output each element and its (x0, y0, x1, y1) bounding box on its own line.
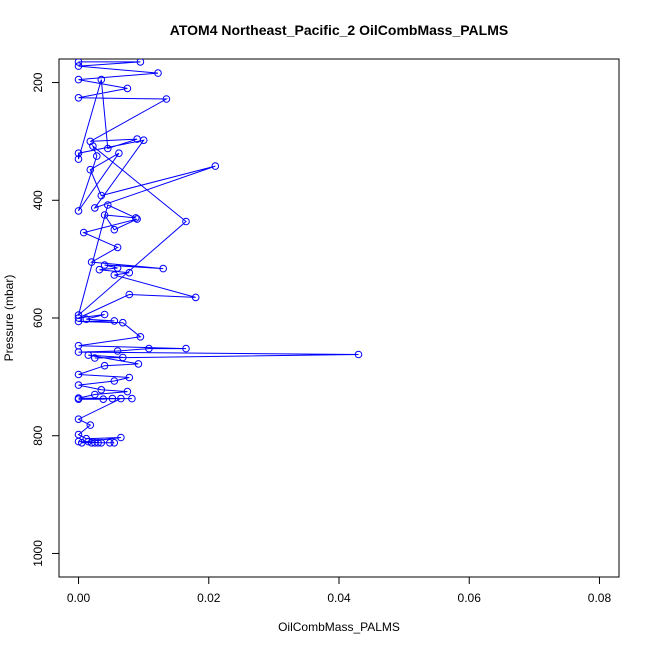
data-point (78, 439, 86, 447)
data-point (74, 59, 83, 66)
data-point (74, 207, 83, 215)
data-point (91, 390, 99, 399)
data-point (123, 387, 132, 396)
data-point (89, 142, 97, 150)
y-tick-label-3: 800 (31, 425, 45, 445)
data-point (74, 149, 83, 157)
data-point (97, 75, 106, 84)
data-point (132, 214, 140, 222)
data-point (191, 293, 200, 302)
data-point (119, 318, 127, 327)
data-point (154, 69, 162, 77)
data-point (100, 261, 109, 269)
data-point (74, 348, 83, 356)
data-point (113, 264, 122, 272)
data-point (74, 94, 83, 102)
data-point (74, 370, 83, 379)
x-axis: 0.00 0.02 0.04 0.06 0.08 (67, 577, 612, 605)
data-point (86, 165, 95, 174)
y-axis-label: Pressure (mbar) (2, 275, 16, 362)
data-point (110, 439, 119, 447)
data-point (97, 191, 106, 200)
data-point (74, 62, 83, 70)
data-point (182, 217, 190, 226)
data-point (74, 415, 83, 424)
y-tick-label-4: 1000 (31, 540, 45, 567)
data-point (74, 437, 83, 446)
data-point (91, 439, 99, 447)
data-point (104, 201, 112, 209)
data-point (134, 360, 143, 368)
data-point (74, 155, 83, 163)
data-point (354, 350, 363, 359)
y-axis: 200 400 600 800 1000 (31, 72, 59, 567)
data-point (95, 265, 104, 274)
x-tick-label-4: 0.08 (588, 591, 612, 605)
data-point (123, 84, 132, 93)
data-point (74, 317, 83, 326)
data-point (84, 351, 93, 359)
data-point (113, 243, 122, 252)
data-point (93, 152, 101, 160)
data-point (136, 333, 145, 341)
data-point (82, 315, 91, 324)
data-point (108, 394, 117, 403)
data-point (113, 347, 122, 355)
data-point (87, 258, 96, 266)
x-tick-label-0: 0.00 (67, 591, 91, 605)
data-point (100, 211, 109, 219)
data-point (117, 394, 125, 403)
y-tick-label-0: 200 (31, 72, 45, 92)
data-point (100, 310, 109, 319)
data-point (94, 439, 102, 447)
data-point (162, 95, 171, 103)
y-tick-label-2: 600 (31, 308, 45, 328)
data-point (159, 264, 167, 273)
data-point (110, 271, 119, 279)
data-point (110, 317, 119, 325)
data-point (136, 59, 145, 66)
chart-title: ATOM4 Northeast_Pacific_2 OilCombMass_PA… (170, 22, 508, 38)
plot-area (74, 59, 363, 447)
data-point (91, 354, 99, 362)
data-point (125, 268, 134, 277)
x-tick-label-3: 0.06 (458, 591, 482, 605)
data-point (106, 439, 114, 447)
data-point (86, 421, 95, 429)
data-point (74, 395, 83, 404)
data-point (211, 162, 220, 170)
data-point (117, 433, 125, 442)
data-point (97, 386, 106, 394)
data-point (74, 381, 83, 389)
data-point (99, 395, 108, 404)
data-point (115, 149, 123, 157)
data-point (100, 361, 109, 370)
data-point (110, 377, 119, 385)
x-axis-label: OilCombMass_PALMS (278, 620, 400, 634)
data-point (139, 136, 148, 144)
data-point (74, 75, 83, 84)
series-line-0 (77, 61, 359, 444)
data-point (128, 394, 136, 403)
data-point (104, 144, 112, 153)
data-point (133, 215, 141, 223)
data-point (110, 225, 119, 234)
data-point (125, 290, 134, 299)
data-point (74, 314, 83, 322)
data-point (145, 344, 153, 353)
y-tick-label-1: 400 (31, 190, 45, 210)
data-point (119, 353, 127, 362)
data-point (182, 344, 190, 353)
x-tick-label-2: 0.04 (327, 591, 351, 605)
data-point (79, 228, 88, 237)
data-point (125, 373, 134, 382)
x-tick-label-1: 0.02 (197, 591, 221, 605)
data-point (91, 204, 99, 212)
